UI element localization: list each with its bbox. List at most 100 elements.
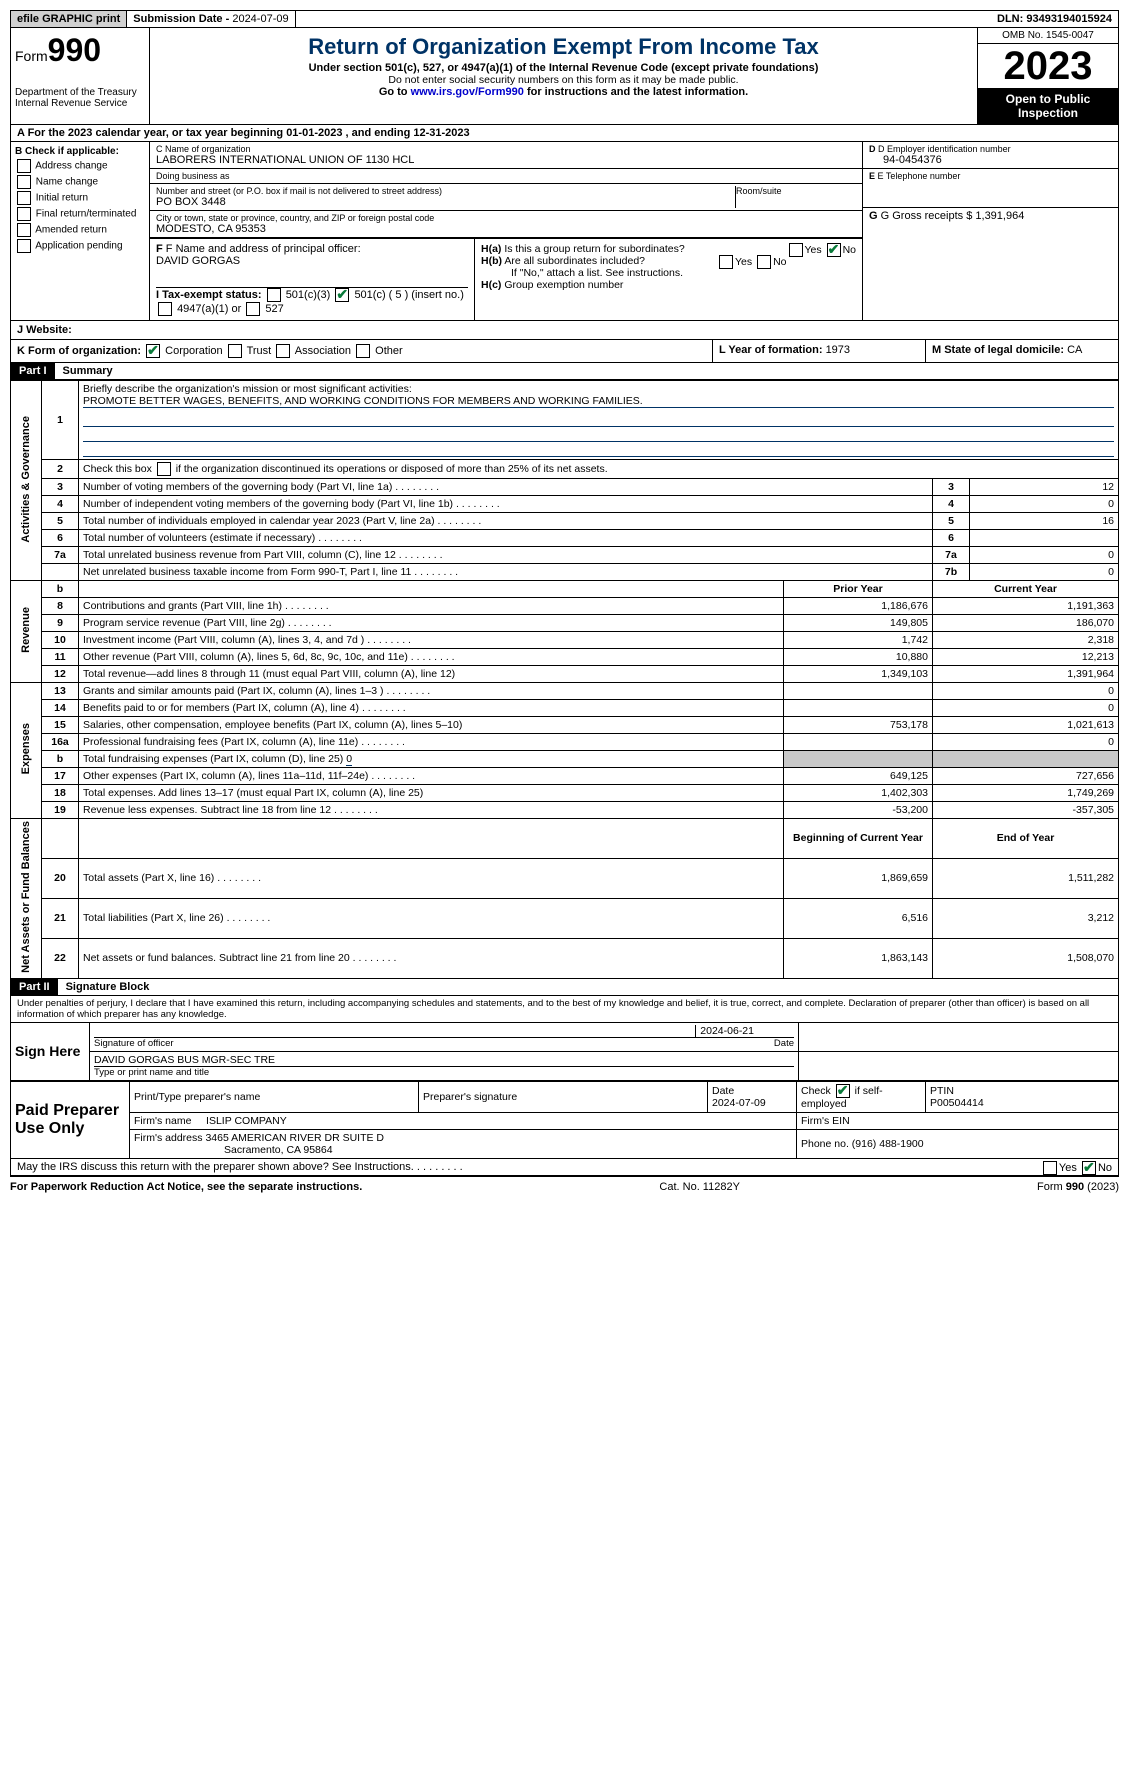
efile-print-button[interactable]: efile GRAPHIC print	[11, 11, 127, 27]
line11-desc: Other revenue (Part VIII, column (A), li…	[79, 649, 784, 666]
room-label: Room/suite	[736, 186, 856, 196]
chk-hb-no[interactable]	[757, 255, 771, 269]
chk-corp[interactable]	[146, 344, 160, 358]
prep-date: Date2024-07-09	[708, 1081, 797, 1112]
footer-left: For Paperwork Reduction Act Notice, see …	[10, 1181, 362, 1193]
form-header: Form990 Department of the Treasury Inter…	[10, 28, 1119, 125]
line16a-prior	[784, 734, 933, 751]
chk-ha-no[interactable]	[827, 243, 841, 257]
prep-self-employed: Check if self-employed	[797, 1081, 926, 1112]
chk-501c3[interactable]	[267, 288, 281, 302]
col-d-ein: D D Employer identification number 94-04…	[862, 142, 1118, 320]
chk-discuss-yes[interactable]	[1043, 1161, 1057, 1175]
sig-date-label: Date	[774, 1038, 794, 1049]
part1-bar: Part I Summary	[10, 363, 1119, 380]
officer-name: DAVID GORGAS	[156, 255, 468, 267]
ln-b: b	[42, 581, 79, 598]
line17-prior: 649,125	[784, 768, 933, 785]
part1-hdr: Part I	[11, 363, 55, 379]
chk-assoc[interactable]	[276, 344, 290, 358]
col-c-org-info: C Name of organization LABORERS INTERNAT…	[150, 142, 862, 320]
ln-20: 20	[42, 858, 79, 898]
chk-501c[interactable]	[335, 288, 349, 302]
line22-prior: 1,863,143	[784, 938, 933, 978]
line22-curr: 1,508,070	[933, 938, 1119, 978]
line14-prior	[784, 700, 933, 717]
h-c: H(c) Group exemption number	[481, 279, 856, 291]
ln-4: 4	[42, 496, 79, 513]
ln-5: 5	[42, 513, 79, 530]
chk-name-change[interactable]	[17, 175, 31, 189]
open-inspection: Open to Public Inspection	[978, 88, 1118, 124]
ln-6: 6	[42, 530, 79, 547]
org-name-label: C Name of organization	[156, 144, 856, 154]
line13-desc: Grants and similar amounts paid (Part IX…	[79, 683, 784, 700]
line4-val: 0	[970, 496, 1119, 513]
line15-curr: 1,021,613	[933, 717, 1119, 734]
part1-title: Summary	[55, 363, 121, 379]
form-title: Return of Organization Exempt From Incom…	[154, 34, 973, 60]
line8-curr: 1,191,363	[933, 598, 1119, 615]
chk-initial-return[interactable]	[17, 191, 31, 205]
ln-17: 17	[42, 768, 79, 785]
chk-self-employed[interactable]	[836, 1084, 850, 1098]
chk-ha-yes[interactable]	[789, 243, 803, 257]
street-value: PO BOX 3448	[156, 196, 735, 208]
paid-preparer-table: Paid Preparer Use Only Print/Type prepar…	[10, 1081, 1119, 1159]
ln-13: 13	[42, 683, 79, 700]
summary-table: Activities & Governance 1 Briefly descri…	[10, 380, 1119, 979]
sign-date-top: 2024-06-21	[695, 1025, 754, 1037]
chk-application-pending[interactable]	[17, 239, 31, 253]
city-value: MODESTO, CA 95353	[156, 223, 856, 235]
firm-name: Firm's name ISLIP COMPANY	[130, 1112, 797, 1129]
chk-final-return[interactable]	[17, 207, 31, 221]
dept-label: Department of the Treasury	[15, 87, 145, 98]
col-b-checkboxes: B Check if applicable: Address change Na…	[11, 142, 150, 320]
side-governance: Activities & Governance	[11, 381, 42, 581]
instructions-link[interactable]: www.irs.gov/Form990	[411, 86, 524, 98]
line16a-curr: 0	[933, 734, 1119, 751]
row-j: J Website:	[10, 321, 1119, 340]
line19-prior: -53,200	[784, 802, 933, 819]
line14-desc: Benefits paid to or for members (Part IX…	[79, 700, 784, 717]
line11-prior: 10,880	[784, 649, 933, 666]
prep-ptin: PTINP00504414	[926, 1081, 1119, 1112]
mission-text: PROMOTE BETTER WAGES, BENEFITS, AND WORK…	[83, 395, 1114, 408]
row-a-tax-year: A For the 2023 calendar year, or tax yea…	[10, 125, 1119, 142]
chk-527[interactable]	[246, 302, 260, 316]
chk-trust[interactable]	[228, 344, 242, 358]
chk-discontinued[interactable]	[157, 462, 171, 476]
ln-9: 9	[42, 615, 79, 632]
state-domicile: M State of legal domicile: CA	[926, 340, 1118, 362]
line19-desc: Revenue less expenses. Subtract line 18 …	[79, 802, 784, 819]
line4-desc: Number of independent voting members of …	[79, 496, 933, 513]
chk-other[interactable]	[356, 344, 370, 358]
ln-2: 2	[42, 460, 79, 479]
line20-desc: Total assets (Part X, line 16)	[79, 858, 784, 898]
line20-prior: 1,869,659	[784, 858, 933, 898]
line16b-curr-shade	[933, 751, 1119, 768]
ein-value: 94-0454376	[869, 154, 1112, 166]
year-formation: L Year of formation: 1973	[712, 340, 926, 362]
line12-desc: Total revenue—add lines 8 through 11 (mu…	[79, 666, 784, 683]
chk-amended-return[interactable]	[17, 223, 31, 237]
chk-hb-yes[interactable]	[719, 255, 733, 269]
top-bar: efile GRAPHIC print Submission Date - 20…	[10, 10, 1119, 28]
chk-address-change[interactable]	[17, 159, 31, 173]
line14-curr: 0	[933, 700, 1119, 717]
officer-label: F F Name and address of principal office…	[156, 243, 468, 255]
line8-prior: 1,186,676	[784, 598, 933, 615]
org-name: LABORERS INTERNATIONAL UNION OF 1130 HCL	[156, 154, 856, 166]
chk-discuss-no[interactable]	[1082, 1161, 1096, 1175]
line13-curr: 0	[933, 683, 1119, 700]
line10-curr: 2,318	[933, 632, 1119, 649]
row-i: I Tax-exempt status: 501(c)(3) 501(c) ( …	[156, 287, 468, 316]
ln-16b: b	[42, 751, 79, 768]
h-a: H(a) Is this a group return for subordin…	[481, 243, 856, 255]
line9-curr: 186,070	[933, 615, 1119, 632]
row-k: K Form of organization: Corporation Trus…	[10, 340, 1119, 363]
mission-label: Briefly describe the organization's miss…	[83, 383, 412, 395]
begin-year-hdr: Beginning of Current Year	[784, 819, 933, 859]
chk-4947[interactable]	[158, 302, 172, 316]
irs-label: Internal Revenue Service	[15, 98, 145, 109]
